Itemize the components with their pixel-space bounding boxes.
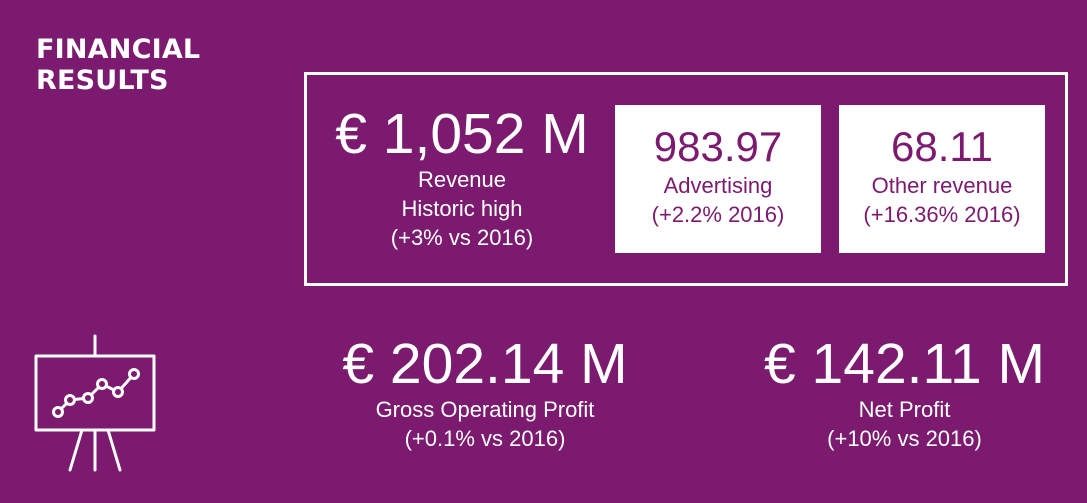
title-line-1: FINANCIAL bbox=[36, 34, 201, 65]
revenue-note: Historic high bbox=[401, 196, 523, 221]
other-revenue-label: Other revenue bbox=[871, 173, 1013, 198]
gross-operating-profit-value: € 202.14 M bbox=[342, 332, 628, 396]
presentation-chart-icon bbox=[30, 334, 160, 474]
advertising-label: Advertising bbox=[663, 173, 773, 198]
advertising-change: (+2.2% 2016) bbox=[651, 202, 785, 227]
revenue-label: Revenue bbox=[417, 167, 507, 192]
other-revenue-change: (+16.36% 2016) bbox=[863, 202, 1021, 227]
advertising-value: 983.97 bbox=[653, 123, 783, 170]
title-line-2: RESULTS bbox=[36, 65, 169, 96]
net-profit-stat: € 142.11 M Net Profit (+10% vs 2016) bbox=[752, 333, 1057, 453]
gross-operating-profit-change: (+0.1% vs 2016) bbox=[404, 426, 566, 451]
other-revenue-card: 68.11 Other revenue (+16.36% 2016) bbox=[839, 105, 1045, 253]
revenue-summary: € 1,052 M Revenue Historic high (+3% vs … bbox=[331, 103, 593, 252]
other-revenue-value: 68.11 bbox=[891, 123, 993, 170]
advertising-card: 983.97 Advertising (+2.2% 2016) bbox=[615, 105, 821, 253]
gross-operating-profit-label: Gross Operating Profit bbox=[375, 397, 595, 422]
revenue-value: € 1,052 M bbox=[335, 102, 589, 166]
gross-operating-profit-stat: € 202.14 M Gross Operating Profit (+0.1%… bbox=[330, 333, 640, 453]
page-title: FINANCIAL RESULTS bbox=[36, 34, 200, 96]
net-profit-label: Net Profit bbox=[858, 397, 951, 422]
revenue-panel: € 1,052 M Revenue Historic high (+3% vs … bbox=[304, 72, 1068, 286]
net-profit-change: (+10% vs 2016) bbox=[827, 426, 982, 451]
net-profit-value: € 142.11 M bbox=[764, 332, 1045, 396]
revenue-change: (+3% vs 2016) bbox=[390, 225, 534, 250]
